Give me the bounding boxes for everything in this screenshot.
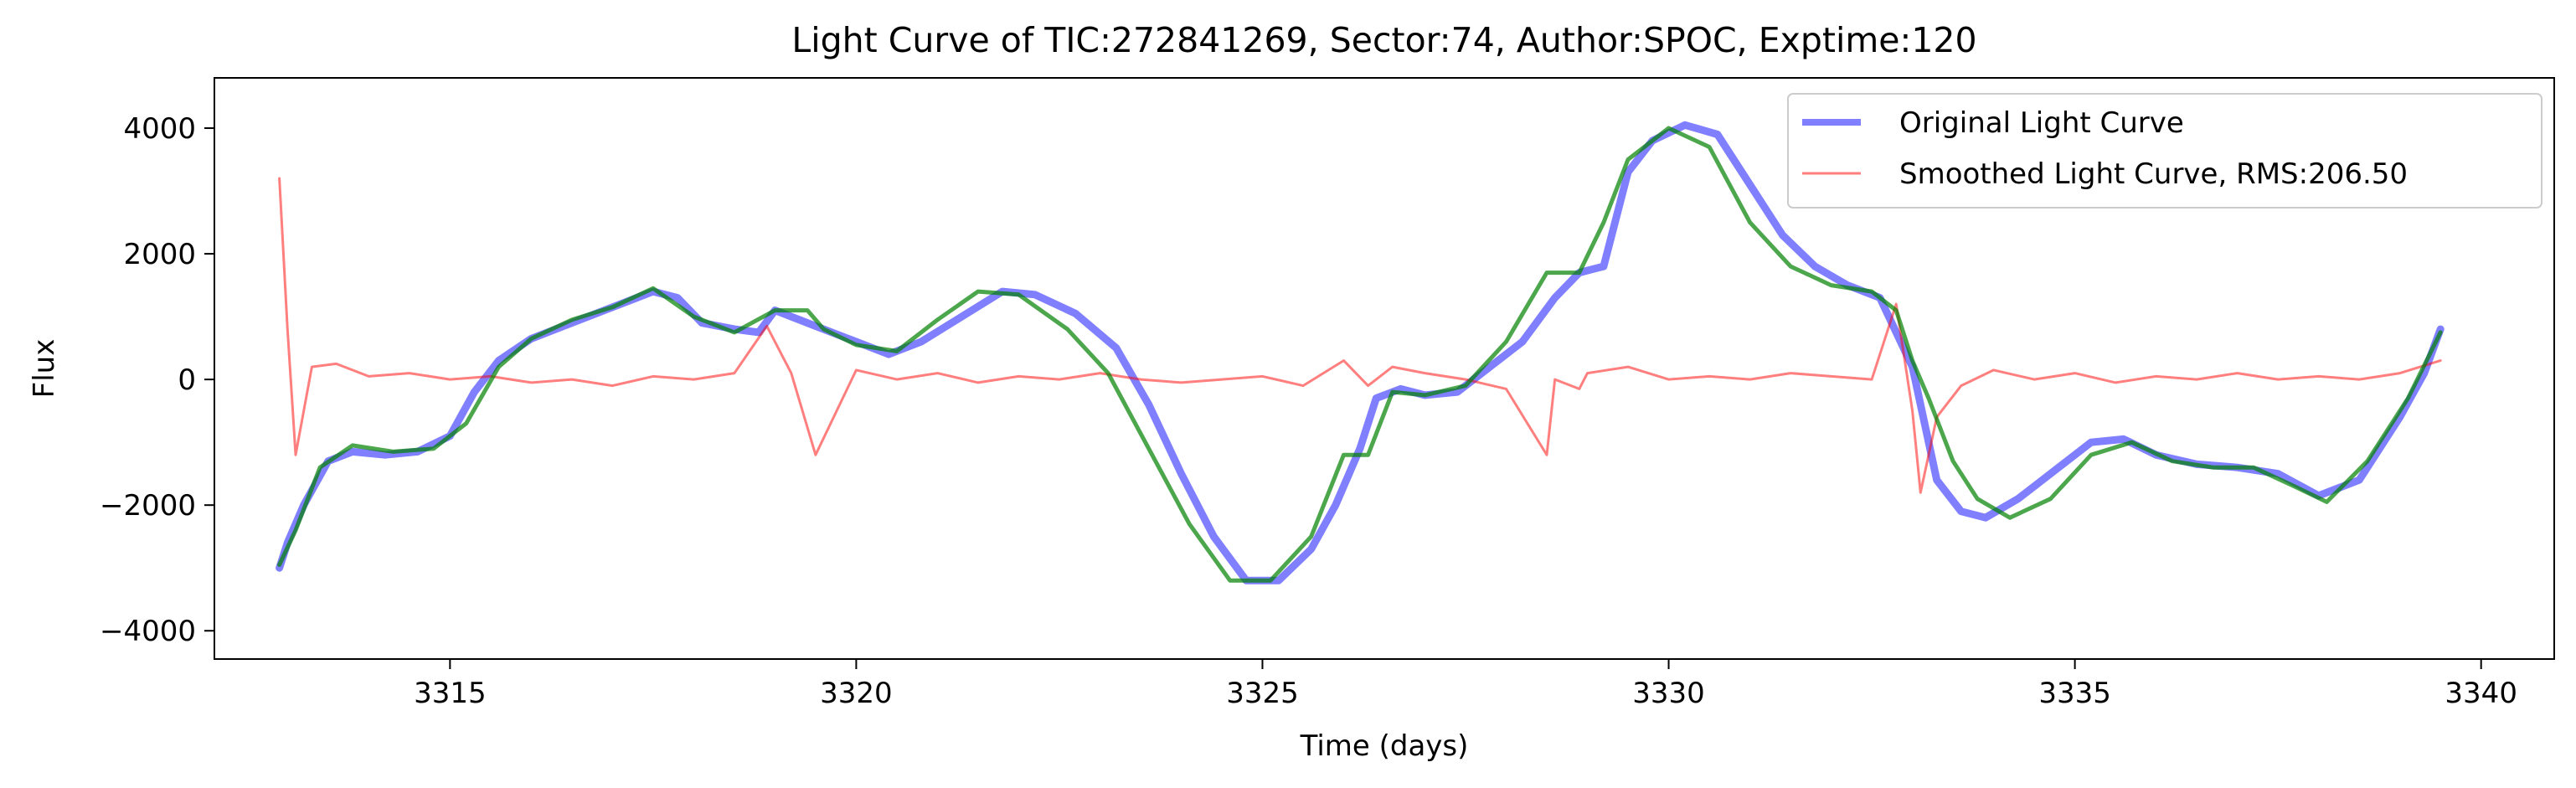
y-tick-label: 0 (178, 363, 196, 397)
legend-label-original: Original Light Curve (1899, 106, 2184, 140)
smoothed-light-curve-line (278, 177, 2442, 494)
x-axis: 3315 3320 3325 3330 3335 3340 (414, 659, 2517, 710)
legend-label-smoothed: Smoothed Light Curve, RMS:206.50 (1899, 157, 2408, 191)
y-tick-label: 2000 (123, 238, 196, 271)
x-tick-label: 3325 (1226, 677, 1299, 710)
y-axis-title: Flux (28, 339, 61, 399)
x-tick-label: 3335 (2038, 677, 2111, 710)
chart-title: Light Curve of TIC:272841269, Sector:74,… (791, 20, 1976, 60)
x-tick-label: 3330 (1632, 677, 1705, 710)
y-tick-label: −4000 (100, 615, 196, 648)
legend-box (1787, 93, 2543, 209)
x-tick-label: 3315 (414, 677, 487, 710)
y-tick-label: −2000 (100, 489, 196, 523)
legend: Original Light Curve Smoothed Light Curv… (1787, 93, 2543, 209)
x-axis-title: Time (days) (1300, 729, 1469, 763)
series-layer (276, 121, 2445, 585)
plot-frame (214, 77, 2555, 660)
x-tick-label: 3340 (2445, 677, 2517, 710)
x-tick-label: 3320 (820, 677, 893, 710)
y-tick-label: 4000 (123, 112, 196, 146)
trend-line (277, 126, 2443, 583)
y-axis: −4000 −2000 0 2000 4000 (100, 112, 214, 648)
